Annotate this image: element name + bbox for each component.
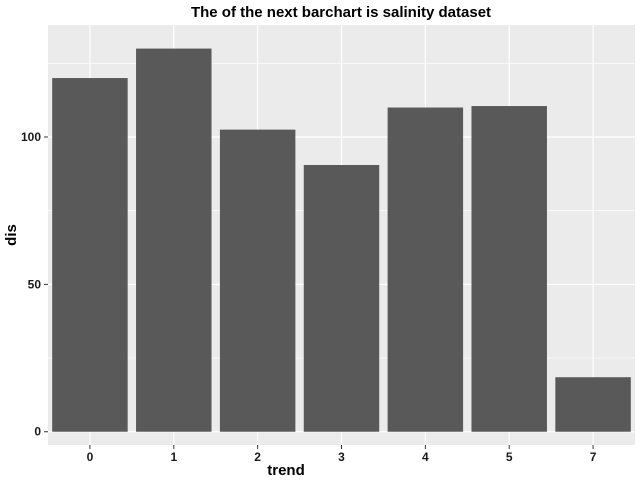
bar (387, 107, 464, 432)
y-tick-label: 50 (28, 277, 42, 291)
x-axis: 0 1 2 3 4 5 7 (87, 445, 597, 464)
y-axis: 0 50 100 (21, 130, 48, 439)
bars (52, 48, 631, 432)
bar (52, 78, 128, 432)
y-axis-title: dis (3, 224, 20, 246)
bar (555, 377, 631, 432)
x-tick-label: 4 (422, 450, 429, 464)
bar (219, 129, 296, 432)
y-tick-label: 100 (21, 130, 41, 144)
x-tick-label: 3 (338, 450, 345, 464)
bar (136, 48, 212, 432)
x-tick-label: 7 (590, 450, 597, 464)
x-axis-title: trend (267, 462, 305, 479)
x-tick-label: 5 (506, 450, 513, 464)
x-tick-label: 0 (87, 450, 94, 464)
x-tick-label: 1 (170, 450, 177, 464)
bar (303, 165, 380, 432)
bar (471, 106, 547, 432)
chart-title: The of the next barchart is salinity dat… (191, 4, 491, 21)
x-tick-label: 2 (254, 450, 261, 464)
y-tick-label: 0 (34, 425, 41, 439)
